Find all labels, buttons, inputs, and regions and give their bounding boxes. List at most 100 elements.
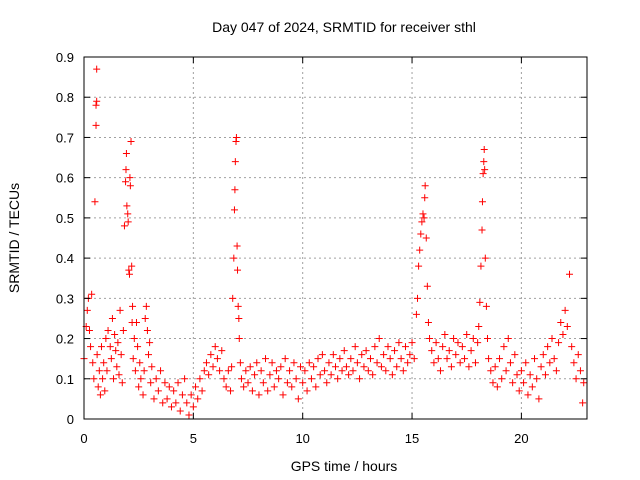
data-point bbox=[480, 146, 488, 154]
data-point bbox=[422, 234, 430, 242]
data-point bbox=[485, 355, 493, 363]
data-point bbox=[230, 254, 238, 262]
data-point bbox=[292, 375, 300, 383]
data-point bbox=[251, 371, 259, 379]
data-point bbox=[234, 302, 242, 310]
data-point bbox=[481, 166, 489, 174]
data-point bbox=[207, 351, 215, 359]
data-point bbox=[550, 355, 558, 363]
data-point bbox=[410, 355, 418, 363]
data-point bbox=[148, 363, 156, 371]
data-point bbox=[487, 367, 495, 375]
data-point bbox=[198, 387, 206, 395]
data-point bbox=[338, 367, 346, 375]
data-point bbox=[526, 371, 534, 379]
data-point bbox=[213, 355, 221, 363]
data-point bbox=[255, 391, 263, 399]
data-point bbox=[415, 262, 423, 270]
data-point bbox=[566, 270, 574, 278]
data-point bbox=[92, 121, 100, 129]
data-point bbox=[436, 367, 444, 375]
data-point bbox=[279, 391, 287, 399]
data-point bbox=[103, 367, 111, 375]
data-point bbox=[231, 186, 239, 194]
data-point bbox=[205, 371, 213, 379]
x-tick-label: 0 bbox=[80, 431, 87, 446]
data-point bbox=[548, 335, 556, 343]
data-point bbox=[275, 375, 283, 383]
data-point bbox=[481, 254, 489, 262]
data-point bbox=[502, 367, 510, 375]
data-point bbox=[421, 182, 429, 190]
data-point bbox=[418, 218, 426, 226]
data-point bbox=[450, 335, 458, 343]
data-point bbox=[356, 375, 364, 383]
data-point bbox=[430, 359, 438, 367]
data-point bbox=[270, 383, 278, 391]
data-point bbox=[165, 383, 173, 391]
data-point bbox=[141, 314, 149, 322]
data-point bbox=[441, 331, 449, 339]
data-point bbox=[329, 351, 337, 359]
data-point bbox=[428, 347, 436, 355]
data-point bbox=[246, 363, 254, 371]
data-point bbox=[127, 137, 135, 145]
data-point bbox=[456, 359, 464, 367]
data-point bbox=[218, 347, 226, 355]
data-point bbox=[248, 387, 256, 395]
data-point bbox=[122, 166, 130, 174]
data-point bbox=[340, 347, 348, 355]
data-point bbox=[93, 97, 101, 105]
data-point bbox=[266, 371, 274, 379]
y-tick-label: 0.9 bbox=[56, 50, 74, 65]
data-point bbox=[579, 399, 587, 407]
data-point bbox=[327, 371, 335, 379]
data-point bbox=[475, 322, 483, 330]
data-point bbox=[474, 339, 482, 347]
data-point bbox=[528, 383, 536, 391]
data-point bbox=[371, 343, 379, 351]
data-point bbox=[119, 327, 127, 335]
data-point bbox=[102, 335, 110, 343]
data-point bbox=[240, 383, 248, 391]
data-point bbox=[181, 375, 189, 383]
data-point bbox=[91, 198, 99, 206]
data-point bbox=[130, 335, 138, 343]
data-point bbox=[83, 306, 91, 314]
data-point bbox=[467, 347, 475, 355]
data-point bbox=[126, 182, 134, 190]
x-axis-label: GPS time / hours bbox=[291, 458, 398, 474]
data-point bbox=[124, 210, 132, 218]
data-points bbox=[80, 65, 588, 419]
data-point bbox=[445, 347, 453, 355]
data-point bbox=[347, 355, 355, 363]
data-point bbox=[244, 379, 252, 387]
data-point bbox=[310, 363, 318, 371]
data-point bbox=[482, 302, 490, 310]
data-point bbox=[157, 367, 165, 375]
data-point bbox=[85, 327, 93, 335]
data-point bbox=[477, 262, 485, 270]
data-point bbox=[112, 347, 120, 355]
data-point bbox=[452, 351, 460, 359]
data-point bbox=[524, 391, 532, 399]
x-tick-label: 5 bbox=[190, 431, 197, 446]
y-tick-label: 0.5 bbox=[56, 211, 74, 226]
y-tick-label: 0.3 bbox=[56, 291, 74, 306]
data-point bbox=[314, 355, 322, 363]
data-point bbox=[465, 363, 473, 371]
data-point bbox=[404, 359, 412, 367]
data-point bbox=[412, 310, 420, 318]
data-point bbox=[172, 399, 180, 407]
data-point bbox=[533, 375, 541, 383]
data-point bbox=[236, 359, 244, 367]
data-point bbox=[496, 355, 504, 363]
data-point bbox=[286, 367, 294, 375]
data-point bbox=[139, 391, 147, 399]
data-point bbox=[114, 339, 122, 347]
data-point bbox=[228, 363, 236, 371]
data-point bbox=[500, 343, 508, 351]
data-point bbox=[234, 266, 242, 274]
data-point bbox=[154, 387, 162, 395]
data-point bbox=[101, 387, 109, 395]
